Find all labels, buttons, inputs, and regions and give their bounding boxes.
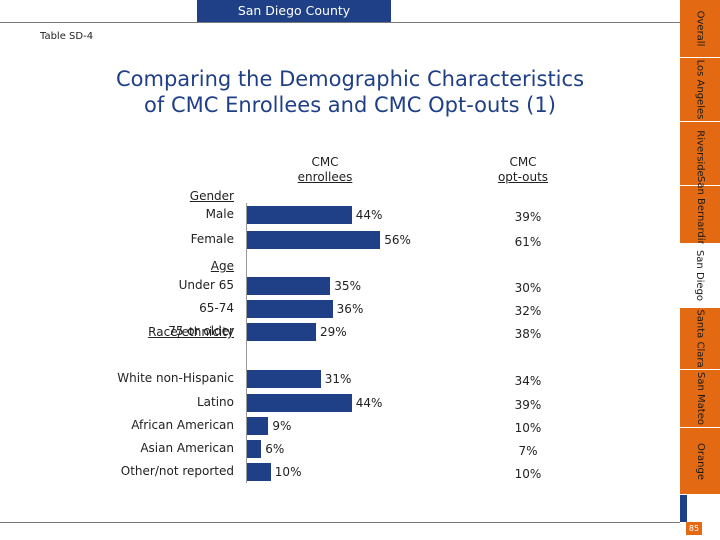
tab-orange[interactable]: Orange (680, 428, 720, 495)
enrollee-bar-latino (247, 394, 352, 412)
optouts-column-header: CMC opt-outs (473, 155, 573, 185)
optout-value-75-or-older: 38% (514, 327, 542, 341)
chart-axis (246, 203, 247, 483)
county-header: San Diego County (197, 0, 391, 22)
sidebar-stripe (680, 495, 687, 522)
category-label-african-american: African American (131, 418, 234, 432)
optout-value-under-65: 30% (514, 281, 542, 295)
category-label-65-74: 65-74 (199, 301, 234, 315)
enrollee-bar-under-65 (247, 277, 331, 295)
enrollee-bar-female (247, 231, 381, 249)
tab-san-bernardino[interactable]: San Bernardino (680, 176, 720, 253)
slide-title: Comparing the Demographic Characteristic… (60, 66, 640, 118)
table-id: Table SD-4 (40, 31, 94, 42)
title-line-2: of CMC Enrollees and CMC Opt-outs (1) (144, 93, 556, 117)
optouts-header-line-1: CMC (509, 155, 537, 169)
group-label-race: Race/ethnicity (148, 325, 234, 339)
tab-los-angeles[interactable]: Los Angeles (680, 58, 720, 122)
optout-value-white-non-hispanic: 34% (514, 374, 542, 388)
enrollees-column-header: CMC enrollees (275, 155, 375, 185)
enrollee-bar-white-non-hispanic (247, 370, 321, 388)
enrollee-value-75-or-older: 29% (320, 325, 347, 339)
group-label-gender: Gender (189, 189, 234, 203)
top-rule (0, 22, 680, 23)
enrollee-value-male: 44% (355, 208, 383, 222)
optouts-header-line-2: opt-outs (497, 170, 549, 184)
enrollee-bar-75-or-older (247, 323, 317, 341)
enrollee-bar-other-not-reported (247, 463, 271, 481)
enrollee-value-female: 56% (384, 233, 411, 247)
enrollee-value-under-65: 35% (334, 279, 361, 293)
group-label-age: Age (210, 259, 234, 273)
category-label-female: Female (190, 232, 234, 246)
optout-value-male: 39% (514, 210, 542, 224)
tab-label-san-bernardino: San Bernardino (694, 176, 706, 253)
category-label-white-non-hispanic: White non-Hispanic (117, 371, 234, 385)
bottom-rule (0, 522, 680, 523)
category-label-latino: Latino (196, 395, 234, 409)
tab-label-san-mateo: San Mateo (694, 372, 706, 425)
tab-san-mateo[interactable]: San Mateo (680, 370, 720, 428)
category-label-other-not-reported: Other/not reported (120, 464, 234, 478)
enrollee-value-65-74: 36% (336, 302, 364, 316)
page-number: 85 (686, 522, 702, 535)
optout-value-latino: 39% (514, 398, 542, 412)
category-label-75-or-older: 75 or older (168, 324, 234, 338)
enrollee-value-white-non-hispanic: 31% (324, 372, 352, 386)
enrollee-bar-male (247, 206, 352, 224)
enrollee-bar-african-american (247, 417, 269, 435)
optout-value-african-american: 10% (514, 421, 542, 435)
tab-san-diego[interactable]: San Diego (680, 244, 720, 308)
optout-value-65-74: 32% (514, 304, 542, 318)
enrollee-value-african-american: 9% (272, 419, 292, 433)
optout-value-other-not-reported: 10% (514, 467, 542, 481)
tab-label-orange: Orange (694, 442, 706, 480)
category-label-asian-american: Asian American (140, 441, 234, 455)
tab-label-los-angeles: Los Angeles (694, 59, 706, 120)
enrollee-bar-asian-american (247, 440, 262, 458)
enrollees-header-line-1: CMC (311, 155, 339, 169)
category-label-under-65: Under 65 (178, 278, 234, 292)
tab-label-overall: Overall (694, 10, 706, 47)
title-line-1: Comparing the Demographic Characteristic… (115, 67, 585, 91)
enrollees-header-line-2: enrollees (297, 170, 353, 184)
tab-santa-clara[interactable]: Santa Clara (680, 308, 720, 370)
enrollee-value-latino: 44% (355, 396, 383, 410)
category-label-male: Male (205, 207, 234, 221)
enrollee-bar-65-74 (247, 300, 333, 318)
tab-riverside[interactable]: Riverside (680, 122, 720, 186)
county-title: San Diego County (237, 3, 351, 18)
optout-value-female: 61% (514, 235, 542, 249)
tab-label-san-diego: San Diego (694, 249, 706, 302)
enrollee-value-other-not-reported: 10% (274, 465, 302, 479)
tab-label-riverside: Riverside (694, 130, 706, 177)
tab-label-santa-clara: Santa Clara (694, 309, 706, 368)
tab-overall[interactable]: Overall (680, 0, 720, 58)
optout-value-asian-american: 7% (518, 444, 538, 458)
enrollee-value-asian-american: 6% (265, 442, 285, 456)
